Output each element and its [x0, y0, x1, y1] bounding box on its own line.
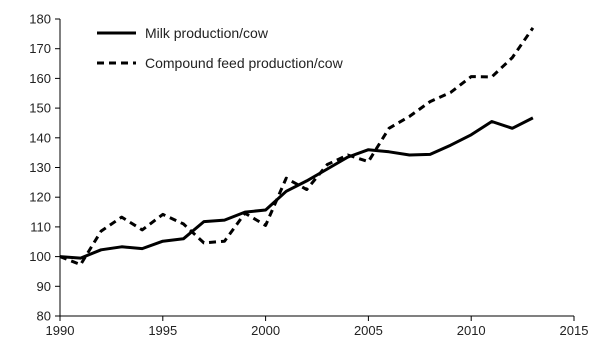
- x-tick-label: 2005: [354, 323, 383, 338]
- x-tick-label: 2000: [251, 323, 280, 338]
- y-tick-label: 140: [29, 130, 51, 145]
- y-tick-label: 90: [37, 279, 51, 294]
- y-tick-label: 160: [29, 71, 51, 86]
- y-tick-label: 150: [29, 101, 51, 116]
- y-tick-label: 130: [29, 160, 51, 175]
- chart-legend: Milk production/cow Compound feed product…: [97, 25, 344, 71]
- y-tick-label: 100: [29, 249, 51, 264]
- y-tick-label: 180: [29, 12, 51, 27]
- y-tick-label: 120: [29, 190, 51, 205]
- legend-entry-compound-feed-label: Compound feed production/cow: [145, 55, 344, 71]
- chart-series: [59, 27, 535, 267]
- milk-production-series-line: [59, 116, 534, 260]
- x-tick-label: 2010: [457, 323, 486, 338]
- x-tick-label: 2015: [560, 323, 589, 338]
- chart-ticks: 80 90 100 110 120 130 140 150 160 170 180 1990 1995 2…: [29, 12, 588, 339]
- y-tick-label: 170: [29, 41, 51, 56]
- y-tick-label: 110: [30, 219, 51, 234]
- x-tick-label: 1990: [46, 323, 75, 338]
- legend-entry-milk-label: Milk production/cow: [145, 25, 269, 41]
- compound-feed-series-line: [59, 27, 535, 267]
- y-tick-label: 80: [37, 309, 51, 324]
- x-tick-label: 1995: [148, 323, 177, 338]
